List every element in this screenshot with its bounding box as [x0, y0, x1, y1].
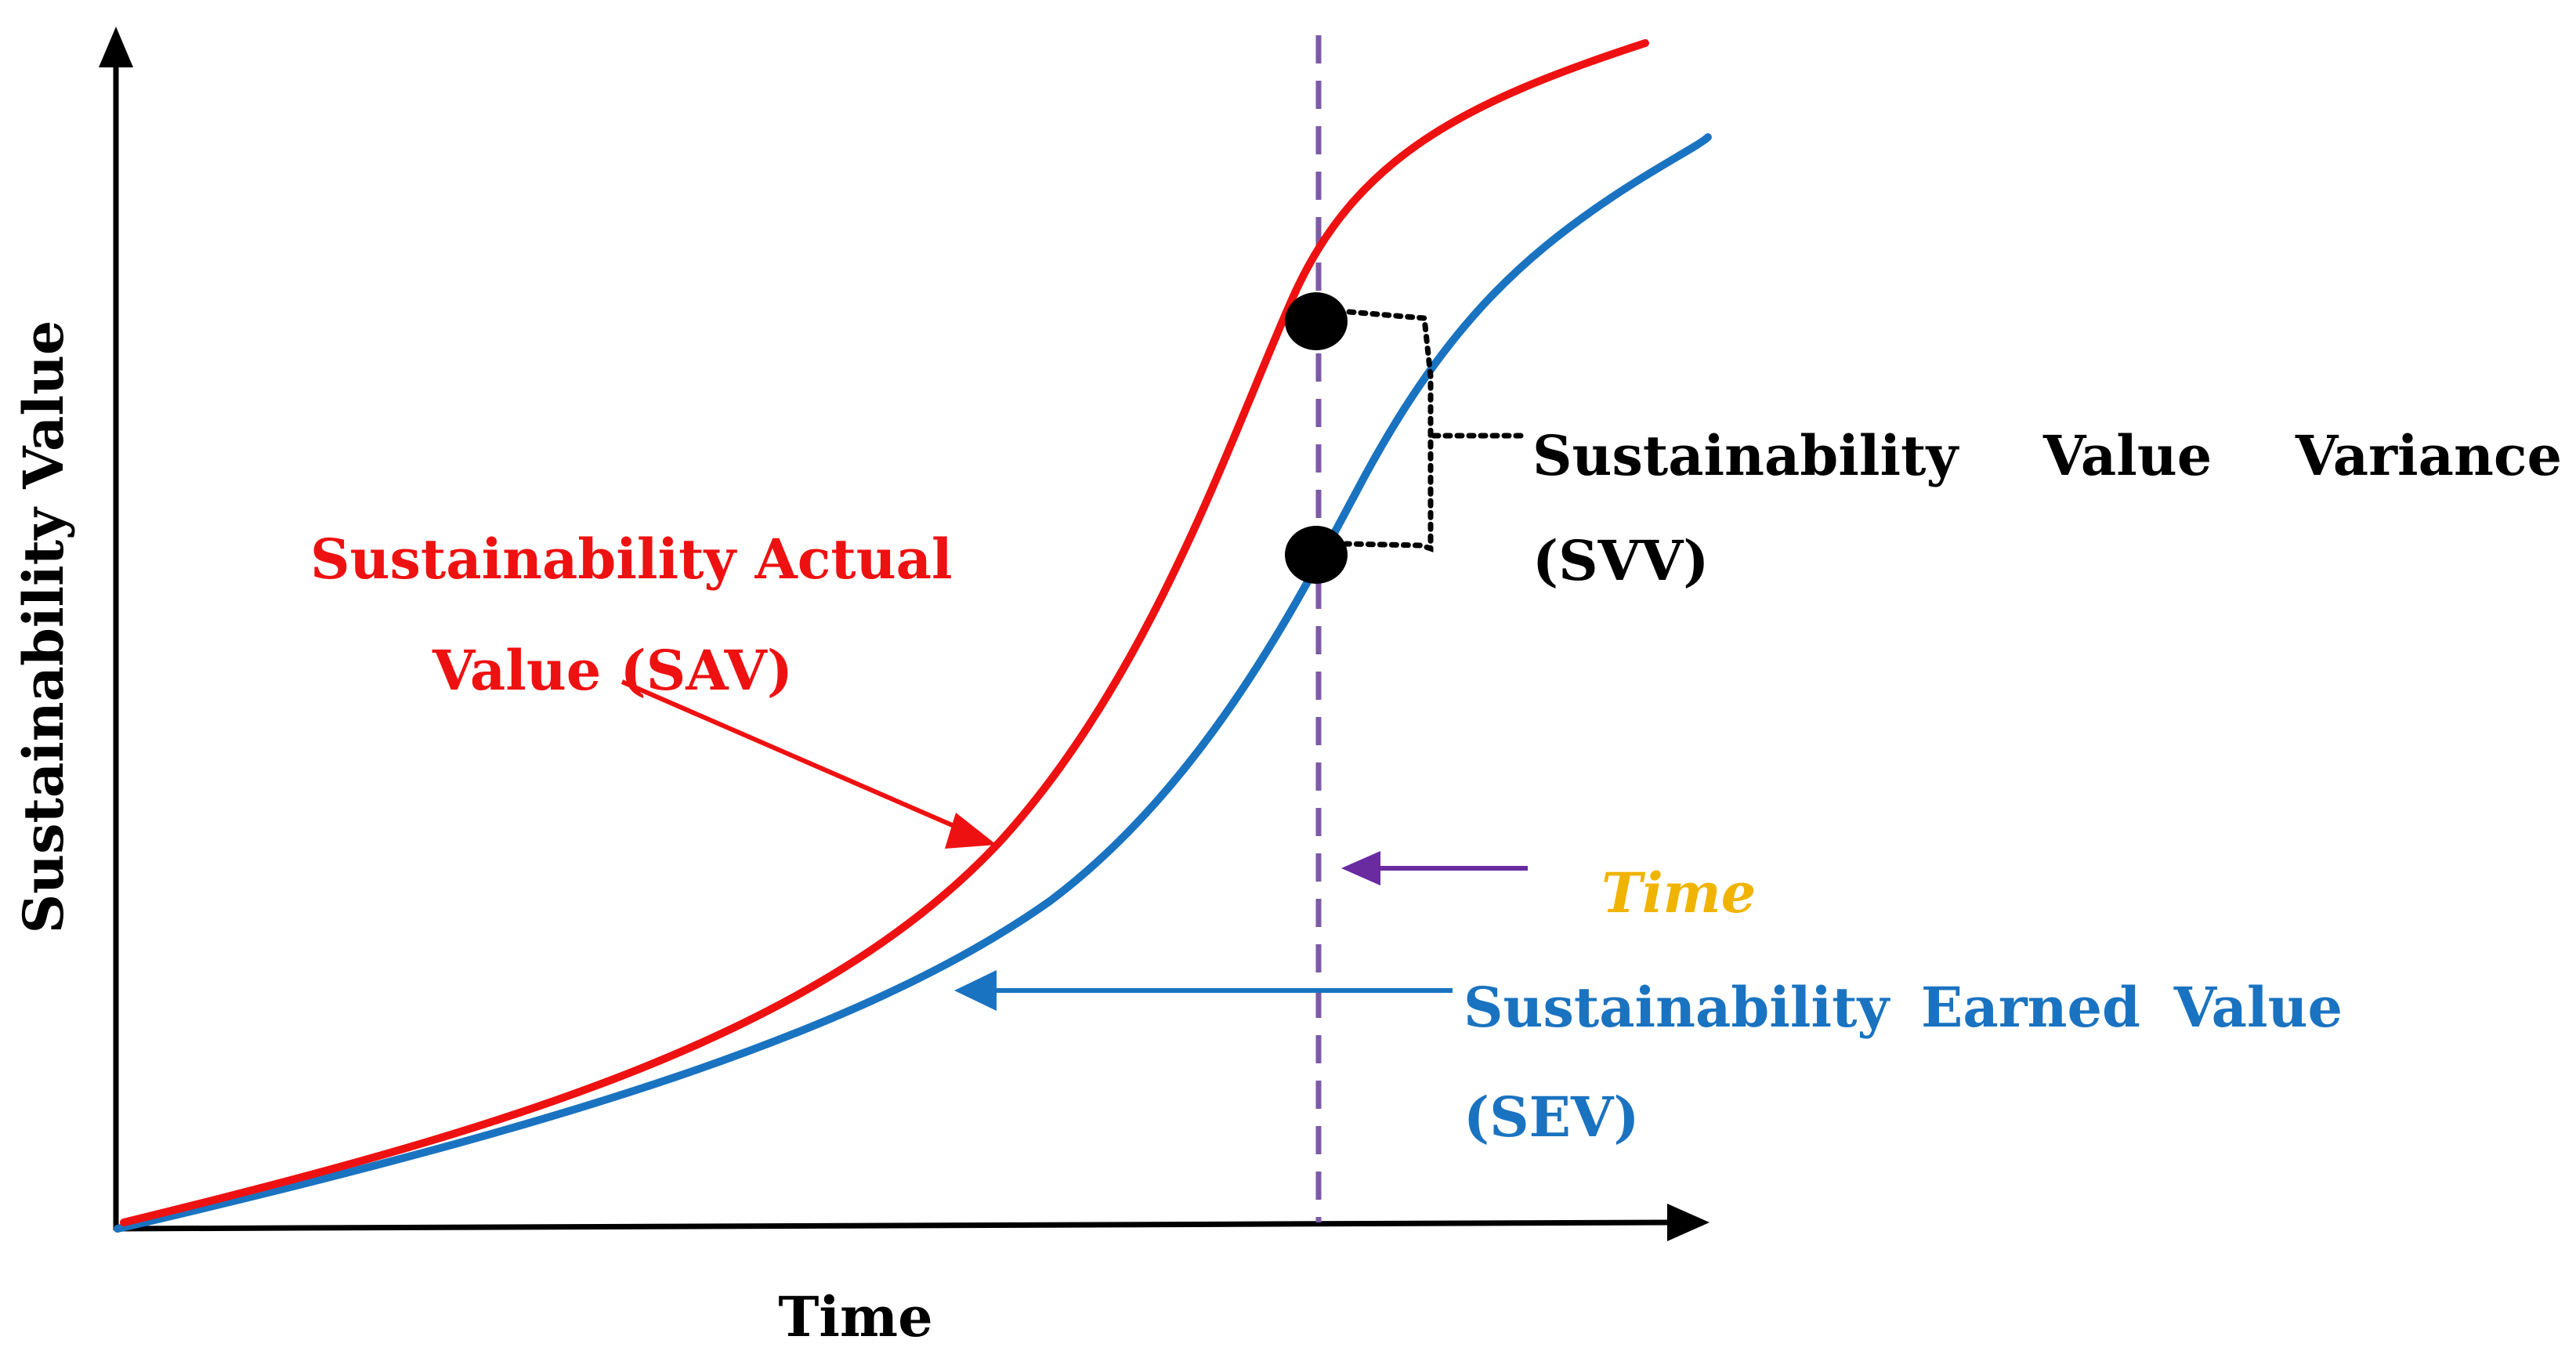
- time-marker-label: Time: [1601, 860, 1756, 925]
- sav-label-line2: Value (SAV): [432, 638, 793, 703]
- svv-label-word1: Sustainability: [1532, 423, 1959, 488]
- time-pointer-arrow: [1341, 851, 1528, 885]
- y-axis-label: Sustainability Value: [11, 320, 76, 934]
- sev-label-line2: (SEV): [1463, 1085, 1639, 1150]
- svv-label-line2: (SVV): [1532, 528, 1709, 593]
- sav-pointer-arrow: [620, 679, 997, 849]
- sav-curve: [120, 39, 1649, 1226]
- y-axis-arrowhead: [99, 27, 133, 67]
- sev-label-word3: Value: [2173, 975, 2343, 1040]
- sev-pointer-arrow: [954, 970, 1453, 1011]
- axes: [99, 27, 1709, 1241]
- sev-point-dot: [1285, 526, 1348, 584]
- x-axis-label: Time: [778, 1284, 932, 1349]
- svv-label-word2: Value: [2042, 423, 2212, 488]
- x-axis-arrowhead: [1667, 1204, 1709, 1241]
- svv-label-word3: Variance: [2295, 423, 2562, 488]
- sav-label-line1: Sustainability Actual: [310, 527, 953, 592]
- variance-bracket: [1343, 309, 1529, 552]
- sev-curve: [114, 133, 1712, 1233]
- sev-label-word2: Earned: [1921, 975, 2140, 1040]
- x-axis-line: [114, 1219, 1670, 1232]
- sav-point-dot: [1285, 292, 1348, 350]
- sev-label-word1: Sustainability: [1463, 975, 1890, 1040]
